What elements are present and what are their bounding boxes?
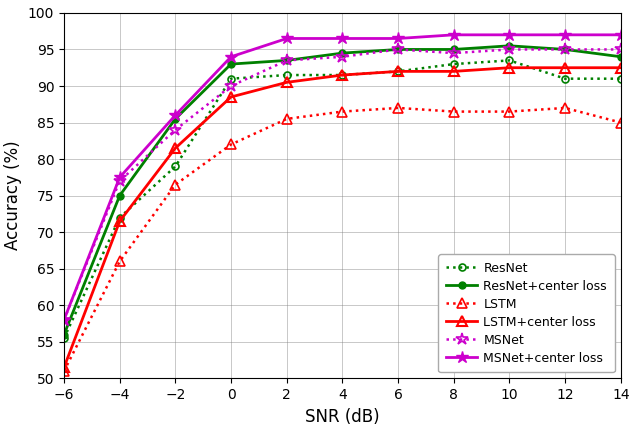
MSNet	[172, 127, 179, 132]
LSTM	[506, 109, 513, 114]
ResNet+center loss	[60, 332, 68, 337]
LSTM+center loss	[617, 65, 625, 71]
MSNet	[506, 47, 513, 52]
LSTM+center loss	[60, 365, 68, 370]
ResNet+center loss	[617, 54, 625, 59]
ResNet+center loss	[172, 117, 179, 122]
LSTM+center loss	[227, 95, 235, 100]
LSTM	[561, 105, 569, 111]
Line: LSTM+center loss: LSTM+center loss	[59, 63, 626, 372]
Line: MSNet: MSNet	[58, 43, 627, 326]
MSNet	[561, 47, 569, 52]
Line: LSTM: LSTM	[59, 103, 626, 376]
ResNet	[561, 76, 569, 81]
MSNet+center loss	[116, 175, 124, 180]
ResNet	[339, 73, 346, 78]
MSNet+center loss	[394, 36, 402, 41]
X-axis label: SNR (dB): SNR (dB)	[305, 408, 380, 426]
LSTM	[172, 182, 179, 187]
LSTM+center loss	[172, 146, 179, 151]
ResNet+center loss	[339, 51, 346, 56]
LSTM+center loss	[450, 69, 458, 74]
LSTM	[339, 109, 346, 114]
MSNet+center loss	[227, 54, 235, 59]
ResNet	[506, 58, 513, 63]
ResNet	[60, 335, 68, 341]
ResNet+center loss	[283, 58, 291, 63]
ResNet	[283, 73, 291, 78]
LSTM	[60, 369, 68, 374]
LSTM	[617, 120, 625, 125]
ResNet+center loss	[227, 61, 235, 67]
MSNet+center loss	[561, 32, 569, 37]
LSTM	[394, 105, 402, 111]
ResNet+center loss	[561, 47, 569, 52]
Line: MSNet+center loss: MSNet+center loss	[58, 28, 627, 326]
LSTM+center loss	[506, 65, 513, 71]
LSTM+center loss	[394, 69, 402, 74]
ResNet	[617, 76, 625, 81]
Y-axis label: Accuracy (%): Accuracy (%)	[4, 141, 22, 250]
Line: ResNet+center loss: ResNet+center loss	[61, 42, 624, 338]
MSNet+center loss	[506, 32, 513, 37]
ResNet	[450, 61, 458, 67]
MSNet	[617, 47, 625, 52]
ResNet+center loss	[116, 193, 124, 198]
ResNet+center loss	[506, 43, 513, 49]
MSNet	[116, 178, 124, 184]
LSTM	[116, 259, 124, 264]
MSNet+center loss	[283, 36, 291, 41]
LSTM	[227, 142, 235, 147]
MSNet	[283, 58, 291, 63]
ResNet+center loss	[394, 47, 402, 52]
LSTM	[450, 109, 458, 114]
LSTM+center loss	[283, 80, 291, 85]
MSNet+center loss	[339, 36, 346, 41]
LSTM+center loss	[339, 73, 346, 78]
MSNet	[60, 317, 68, 322]
ResNet	[394, 69, 402, 74]
MSNet	[450, 51, 458, 56]
Legend: ResNet, ResNet+center loss, LSTM, LSTM+center loss, MSNet, MSNet+center loss: ResNet, ResNet+center loss, LSTM, LSTM+c…	[438, 254, 614, 372]
ResNet	[227, 76, 235, 81]
LSTM+center loss	[561, 65, 569, 71]
LSTM	[283, 117, 291, 122]
Line: ResNet: ResNet	[61, 57, 624, 342]
MSNet	[227, 83, 235, 89]
ResNet	[116, 215, 124, 220]
ResNet+center loss	[450, 47, 458, 52]
MSNet+center loss	[172, 113, 179, 118]
MSNet+center loss	[617, 32, 625, 37]
MSNet+center loss	[450, 32, 458, 37]
MSNet+center loss	[60, 317, 68, 322]
ResNet	[172, 164, 179, 169]
MSNet	[339, 54, 346, 59]
MSNet	[394, 47, 402, 52]
LSTM+center loss	[116, 218, 124, 224]
